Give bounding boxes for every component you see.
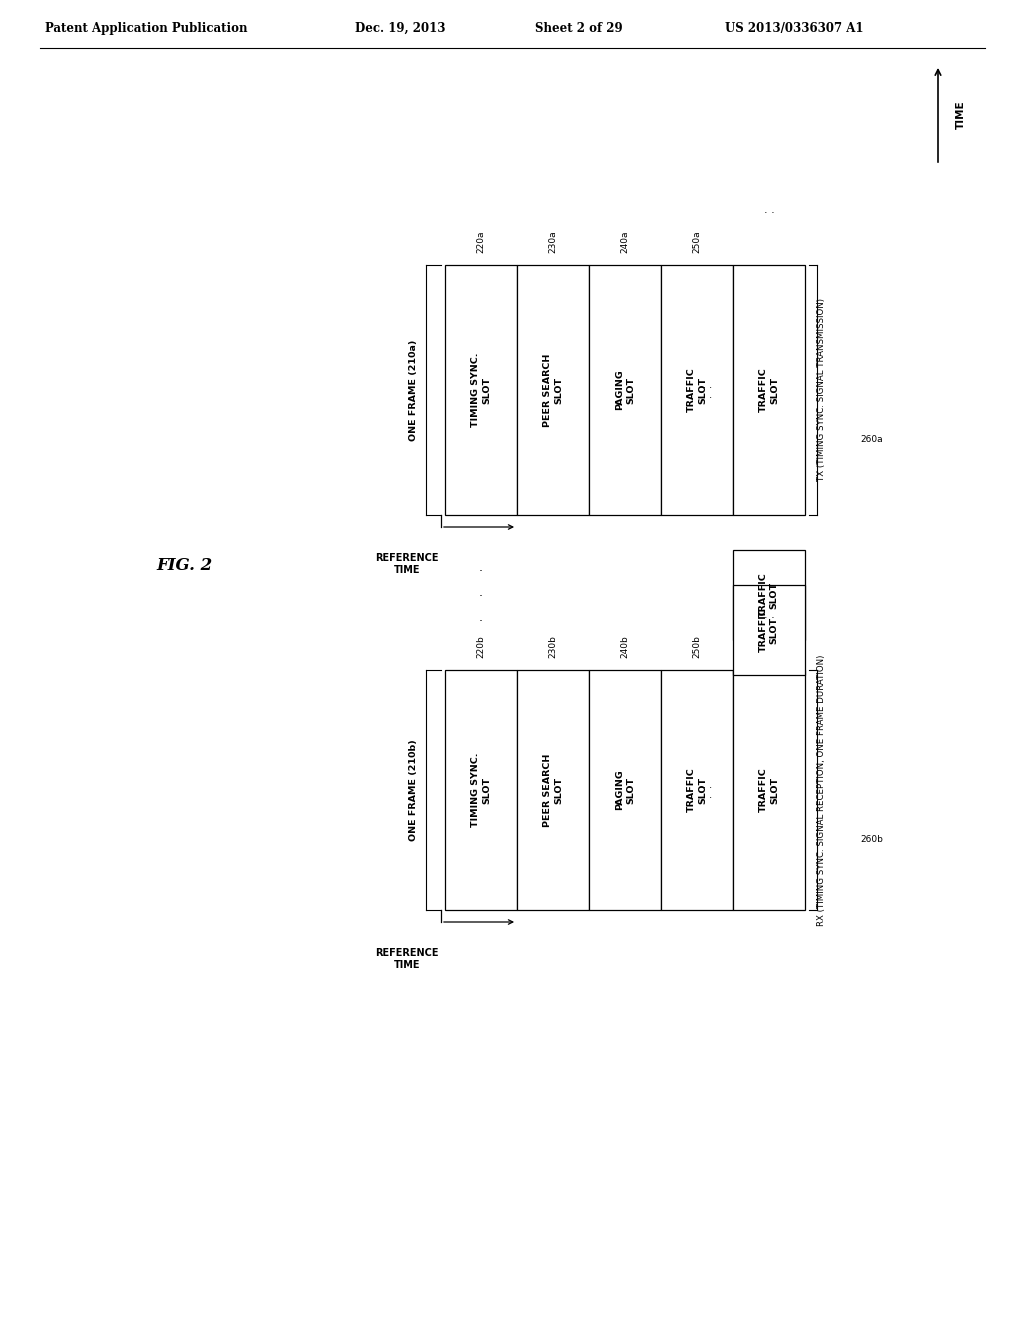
- Text: REFERENCE
TIME: REFERENCE TIME: [375, 553, 438, 574]
- Text: ONE FRAME (210a): ONE FRAME (210a): [410, 339, 419, 441]
- Text: TRAFFIC
SLOT: TRAFFIC SLOT: [687, 368, 707, 412]
- Text: .: .: [479, 611, 483, 624]
- Text: Sheet 2 of 29: Sheet 2 of 29: [535, 22, 623, 36]
- Text: REFERENCE
TIME: REFERENCE TIME: [375, 948, 438, 970]
- Text: 240a: 240a: [621, 231, 630, 253]
- Text: . .
. .: . . . .: [703, 780, 713, 800]
- Text: . .: . .: [764, 205, 774, 215]
- Bar: [589, 265, 662, 515]
- Text: PAGING
SLOT: PAGING SLOT: [615, 770, 635, 810]
- Text: . .: . .: [764, 610, 774, 620]
- Bar: [733, 671, 805, 909]
- Bar: [733, 265, 805, 515]
- Text: RX (TIMING SYNC. SIGNAL RECEPTION, ONE FRAME DURATION): RX (TIMING SYNC. SIGNAL RECEPTION, ONE F…: [817, 655, 826, 925]
- Text: PAGING
SLOT: PAGING SLOT: [615, 370, 635, 411]
- Text: TIMING SYNC.
SLOT: TIMING SYNC. SLOT: [471, 752, 492, 828]
- Bar: [733, 585, 805, 675]
- Text: 240b: 240b: [621, 635, 630, 657]
- Bar: [662, 671, 733, 909]
- Text: TRAFFIC
SLOT: TRAFFIC SLOT: [759, 368, 779, 412]
- Text: TIME: TIME: [956, 100, 966, 129]
- Text: 220b: 220b: [476, 635, 485, 657]
- Bar: [517, 671, 589, 909]
- Bar: [662, 265, 733, 515]
- Text: 250b: 250b: [692, 635, 701, 657]
- Text: ONE FRAME (210b): ONE FRAME (210b): [410, 739, 419, 841]
- Text: 220a: 220a: [476, 231, 485, 253]
- Bar: [445, 671, 517, 909]
- Text: TRAFFIC
SLOT: TRAFFIC SLOT: [760, 573, 778, 618]
- Text: TRAFFIC
SLOT: TRAFFIC SLOT: [759, 768, 779, 812]
- Text: US 2013/0336307 A1: US 2013/0336307 A1: [725, 22, 863, 36]
- Text: 230a: 230a: [549, 231, 557, 253]
- Text: Patent Application Publication: Patent Application Publication: [45, 22, 248, 36]
- Bar: [589, 671, 662, 909]
- Bar: [445, 265, 517, 515]
- Bar: [733, 550, 805, 640]
- Text: 260b: 260b: [860, 836, 884, 845]
- Text: 260a: 260a: [861, 436, 884, 445]
- Text: TRAFFIC
SLOT: TRAFFIC SLOT: [687, 768, 707, 812]
- Text: 250a: 250a: [692, 231, 701, 253]
- Text: TIMING SYNC.
SLOT: TIMING SYNC. SLOT: [471, 352, 492, 428]
- Text: .: .: [479, 586, 483, 599]
- Text: .: .: [479, 561, 483, 574]
- Text: TX (TIMING SYNC. SIGNAL TRANSMISSION): TX (TIMING SYNC. SIGNAL TRANSMISSION): [817, 298, 826, 482]
- Text: Dec. 19, 2013: Dec. 19, 2013: [355, 22, 445, 36]
- Text: PEER SEARCH
SLOT: PEER SEARCH SLOT: [543, 754, 563, 826]
- Text: 230b: 230b: [549, 635, 557, 657]
- Text: . .
. .: . . . .: [703, 380, 713, 400]
- Bar: [517, 265, 589, 515]
- Text: TRAFFIC
SLOT: TRAFFIC SLOT: [760, 607, 778, 652]
- Text: FIG. 2: FIG. 2: [157, 557, 213, 573]
- Text: PEER SEARCH
SLOT: PEER SEARCH SLOT: [543, 354, 563, 426]
